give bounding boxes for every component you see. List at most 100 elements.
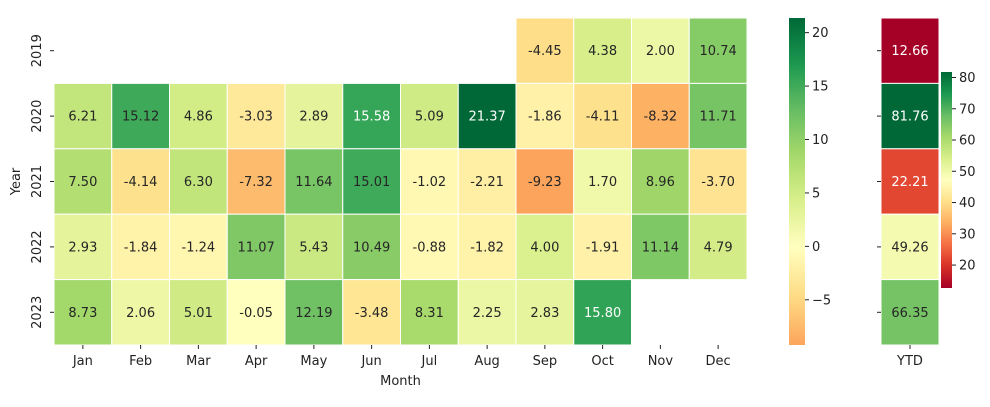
main-cell-label: -1.84 bbox=[124, 240, 158, 255]
main-cell bbox=[688, 213, 748, 281]
main-colorbar-tick-label: 20 bbox=[812, 26, 829, 41]
main-x-tick-label: Jan bbox=[72, 354, 93, 369]
main-cell-label: 6.21 bbox=[68, 110, 97, 125]
main-cell bbox=[284, 148, 344, 215]
main-cell-label: -0.88 bbox=[413, 240, 447, 255]
main-cell bbox=[631, 17, 690, 84]
main-cell bbox=[515, 148, 575, 215]
main-cell bbox=[169, 148, 228, 215]
main-cell-label: 4.79 bbox=[704, 240, 733, 255]
main-cell-label: -8.32 bbox=[644, 110, 678, 125]
main-x-tick-label: Aug bbox=[474, 354, 499, 369]
main-cell bbox=[515, 279, 575, 346]
main-y-tick-label: 2019 bbox=[30, 34, 45, 67]
ytd-colorbar-tick-label: 60 bbox=[959, 134, 976, 149]
ytd-cell-label: 12.66 bbox=[891, 44, 928, 59]
main-cell-label: 2.93 bbox=[68, 240, 97, 255]
main-cell bbox=[573, 279, 632, 346]
main-cell-label: -1.82 bbox=[470, 240, 504, 255]
main-x-tick-label: Dec bbox=[706, 354, 731, 369]
main-y-tick-label: 2022 bbox=[30, 230, 45, 263]
ytd-colorbar-tick-label: 30 bbox=[959, 227, 976, 242]
ytd-cell bbox=[880, 148, 940, 215]
main-cell-label: 2.00 bbox=[646, 44, 675, 59]
main-cell-label: -4.45 bbox=[528, 44, 562, 59]
main-cell bbox=[400, 148, 459, 215]
ytd-colorbar-tick-label: 40 bbox=[959, 196, 976, 211]
main-cell-label: -4.11 bbox=[586, 110, 620, 125]
ytd-cell-label: 81.76 bbox=[891, 110, 928, 125]
main-colorbar-gradient bbox=[789, 18, 805, 345]
main-y-tick-label: 2023 bbox=[30, 296, 45, 329]
main-cell-label: -1.02 bbox=[413, 175, 447, 190]
main-cell-label: 11.71 bbox=[700, 110, 737, 125]
main-cell-label: 15.01 bbox=[353, 175, 390, 190]
main-cell-label: 10.74 bbox=[700, 44, 737, 59]
ytd-colorbar-tick-label: 70 bbox=[959, 102, 976, 117]
ytd-colorbar-tick-label: 20 bbox=[959, 259, 976, 274]
main-cell-label: 2.06 bbox=[126, 306, 155, 321]
main-cell-label: 5.09 bbox=[415, 110, 444, 125]
ytd-colorbar-tick-label: 50 bbox=[959, 165, 976, 180]
main-cell-label: -3.70 bbox=[701, 175, 735, 190]
main-cell bbox=[457, 213, 517, 281]
main-cell bbox=[688, 82, 748, 150]
main-cell bbox=[53, 213, 113, 281]
main-colorbar-tick-label: −5 bbox=[812, 293, 831, 308]
main-cell bbox=[284, 279, 344, 346]
main-cell bbox=[342, 279, 401, 346]
main-cell-label: 12.19 bbox=[295, 306, 332, 321]
main-cell bbox=[342, 148, 401, 215]
main-cell-label: 11.14 bbox=[642, 240, 679, 255]
main-colorbar-tick-label: 10 bbox=[812, 133, 829, 148]
main-cell-label: -7.32 bbox=[239, 175, 273, 190]
main-cell bbox=[457, 279, 517, 346]
y-axis-title: Year bbox=[9, 167, 24, 196]
main-cell-label: 8.73 bbox=[68, 306, 97, 321]
main-cell bbox=[111, 279, 170, 346]
main-cell-label: -9.23 bbox=[528, 175, 562, 190]
ytd-heatmap-cells: 12.66 81.76 22.21 49.26 66.35 bbox=[880, 17, 940, 346]
main-cell-label: 4.00 bbox=[530, 240, 559, 255]
main-cell-label: -4.14 bbox=[124, 175, 158, 190]
main-cell bbox=[688, 148, 748, 215]
main-cell-label: 6.30 bbox=[184, 175, 213, 190]
main-x-tick-label: Jun bbox=[360, 354, 381, 369]
main-x-tick-label: Nov bbox=[648, 354, 674, 369]
main-cell-label: -1.91 bbox=[586, 240, 620, 255]
main-cell bbox=[688, 17, 748, 84]
main-x-tick-label: Oct bbox=[591, 354, 613, 369]
main-cell-label: -0.05 bbox=[239, 306, 273, 321]
main-cell bbox=[111, 148, 170, 215]
ytd-colorbar-gradient bbox=[941, 72, 952, 288]
main-cell bbox=[457, 82, 517, 150]
main-cell bbox=[169, 213, 228, 281]
main-cell bbox=[631, 148, 690, 215]
main-x-tick-label: Sep bbox=[533, 354, 558, 369]
main-cell-label: 15.12 bbox=[122, 110, 159, 125]
main-cell-label: 2.25 bbox=[473, 306, 502, 321]
main-cell-label: 15.80 bbox=[584, 306, 621, 321]
main-heatmap-cells: -4.45 4.38 2.00 10.74 6.21 15.12 4.86 -3.03 2.89… bbox=[53, 17, 748, 346]
main-cell-label: -1.24 bbox=[182, 240, 216, 255]
main-x-tick-label: May bbox=[300, 354, 327, 369]
main-x-tick-label: Apr bbox=[245, 354, 268, 369]
main-cell-label: 11.64 bbox=[295, 175, 332, 190]
main-colorbar-tick-label: 15 bbox=[812, 80, 829, 95]
main-cell bbox=[111, 82, 170, 150]
ytd-cell-label: 66.35 bbox=[891, 306, 928, 321]
main-cell bbox=[631, 213, 690, 281]
main-x-tick-label: Feb bbox=[129, 354, 152, 369]
main-cell bbox=[226, 148, 286, 215]
main-cell-label: -3.48 bbox=[355, 306, 389, 321]
ytd-cell-label: 49.26 bbox=[891, 240, 928, 255]
ytd-colorbar-tick-label: 80 bbox=[959, 71, 976, 86]
main-cell-label: 4.38 bbox=[588, 44, 617, 59]
ytd-cell bbox=[880, 279, 940, 346]
ytd-colorbar: 20 30 40 50 60 70 80 bbox=[941, 71, 976, 288]
main-cell bbox=[573, 17, 632, 84]
main-cell bbox=[515, 17, 575, 84]
main-cell-label: -2.21 bbox=[470, 175, 504, 190]
main-x-tick-label: Jul bbox=[421, 354, 438, 369]
ytd-x-tick-label: YTD bbox=[896, 354, 923, 369]
